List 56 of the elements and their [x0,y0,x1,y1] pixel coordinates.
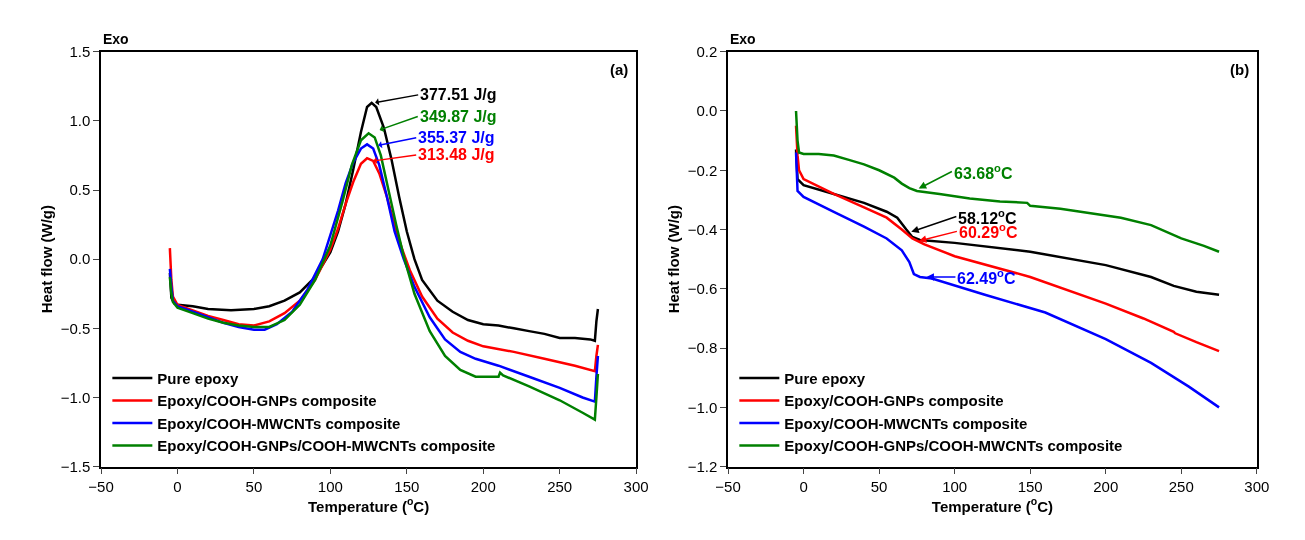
x-axis-title: Temperature ($^{o}$C) [308,495,430,515]
line-series [794,148,1221,296]
y-tick-label: 0.5 [69,181,91,199]
legend-label: Pure epoxy [157,369,239,387]
y-tick-label: −1.0 [60,388,91,406]
y-axis-title: Heat flow (W/g) [38,205,56,314]
x-tick-label: 100 [317,478,343,496]
y-axis-title: Heat flow (W/g) [665,205,683,314]
text: Exo [730,31,756,47]
x-tick-label: −50 [88,478,114,496]
annotation: 349.87 J/g [420,108,497,125]
legend-label: Epoxy/COOH-GNPs composite [157,392,377,410]
annotation: 63.68$^{o}$C [954,162,1013,182]
y-tick-label: −0.2 [687,161,718,179]
line-series [794,109,1221,254]
y-tick-label: −0.4 [687,220,718,238]
line-series [794,124,1221,353]
x-tick-label: 150 [1017,478,1043,496]
x-tick-label: 200 [1093,478,1119,496]
y-tick-label: 0.0 [69,250,91,268]
x-tick-label: 0 [799,478,808,496]
x-tick-label: 300 [623,478,649,496]
x-tick-label: 250 [547,478,573,496]
legend-label: Epoxy/COOH-MWCNTs composite [784,414,1028,432]
x-tick-label: 250 [1168,478,1194,496]
y-tick-label: 1.5 [69,42,91,60]
legend-label: Epoxy/COOH-GNPs composite [784,392,1004,410]
x-tick-label: 0 [173,478,182,496]
y-tick-label: 0.2 [696,42,718,60]
annotation: 313.48 J/g [418,146,495,163]
x-tick-label: 100 [942,478,968,496]
legend-label: Epoxy/COOH-MWCNTs composite [157,414,401,432]
annotation: 377.51 J/g [420,86,497,103]
y-tick-label: −1.2 [687,457,718,475]
annotation: 355.37 J/g [418,129,495,146]
y-tick-label: −0.8 [687,339,718,357]
x-tick-label: 50 [245,478,263,496]
x-tick-label: 150 [394,478,420,496]
x-tick-label: −50 [715,478,741,496]
x-tick-label: 300 [1244,478,1270,496]
y-tick-label: 1.0 [69,112,91,130]
x-axis-title: Temperature ($^{o}$C) [931,495,1054,515]
y-tick-label: −1.5 [60,457,91,475]
text: Exo [103,31,129,47]
legend-label: Epoxy/COOH-GNPs/COOH-MWCNTs composite [157,437,496,455]
x-tick-label: 200 [470,478,496,496]
legend-label: Epoxy/COOH-GNPs/COOH-MWCNTs composite [784,437,1123,455]
legend-label: Pure epoxy [784,369,866,387]
annotation: (b) [1230,61,1250,78]
annotation: 62.49$^{o}$C [957,267,1016,287]
x-tick-label: 50 [870,478,888,496]
y-tick-label: −1.0 [687,398,718,416]
annotation: (a) [610,61,629,78]
y-tick-label: −0.6 [687,280,718,298]
y-tick-label: −0.5 [60,319,91,337]
y-tick-label: 0.0 [696,102,718,120]
